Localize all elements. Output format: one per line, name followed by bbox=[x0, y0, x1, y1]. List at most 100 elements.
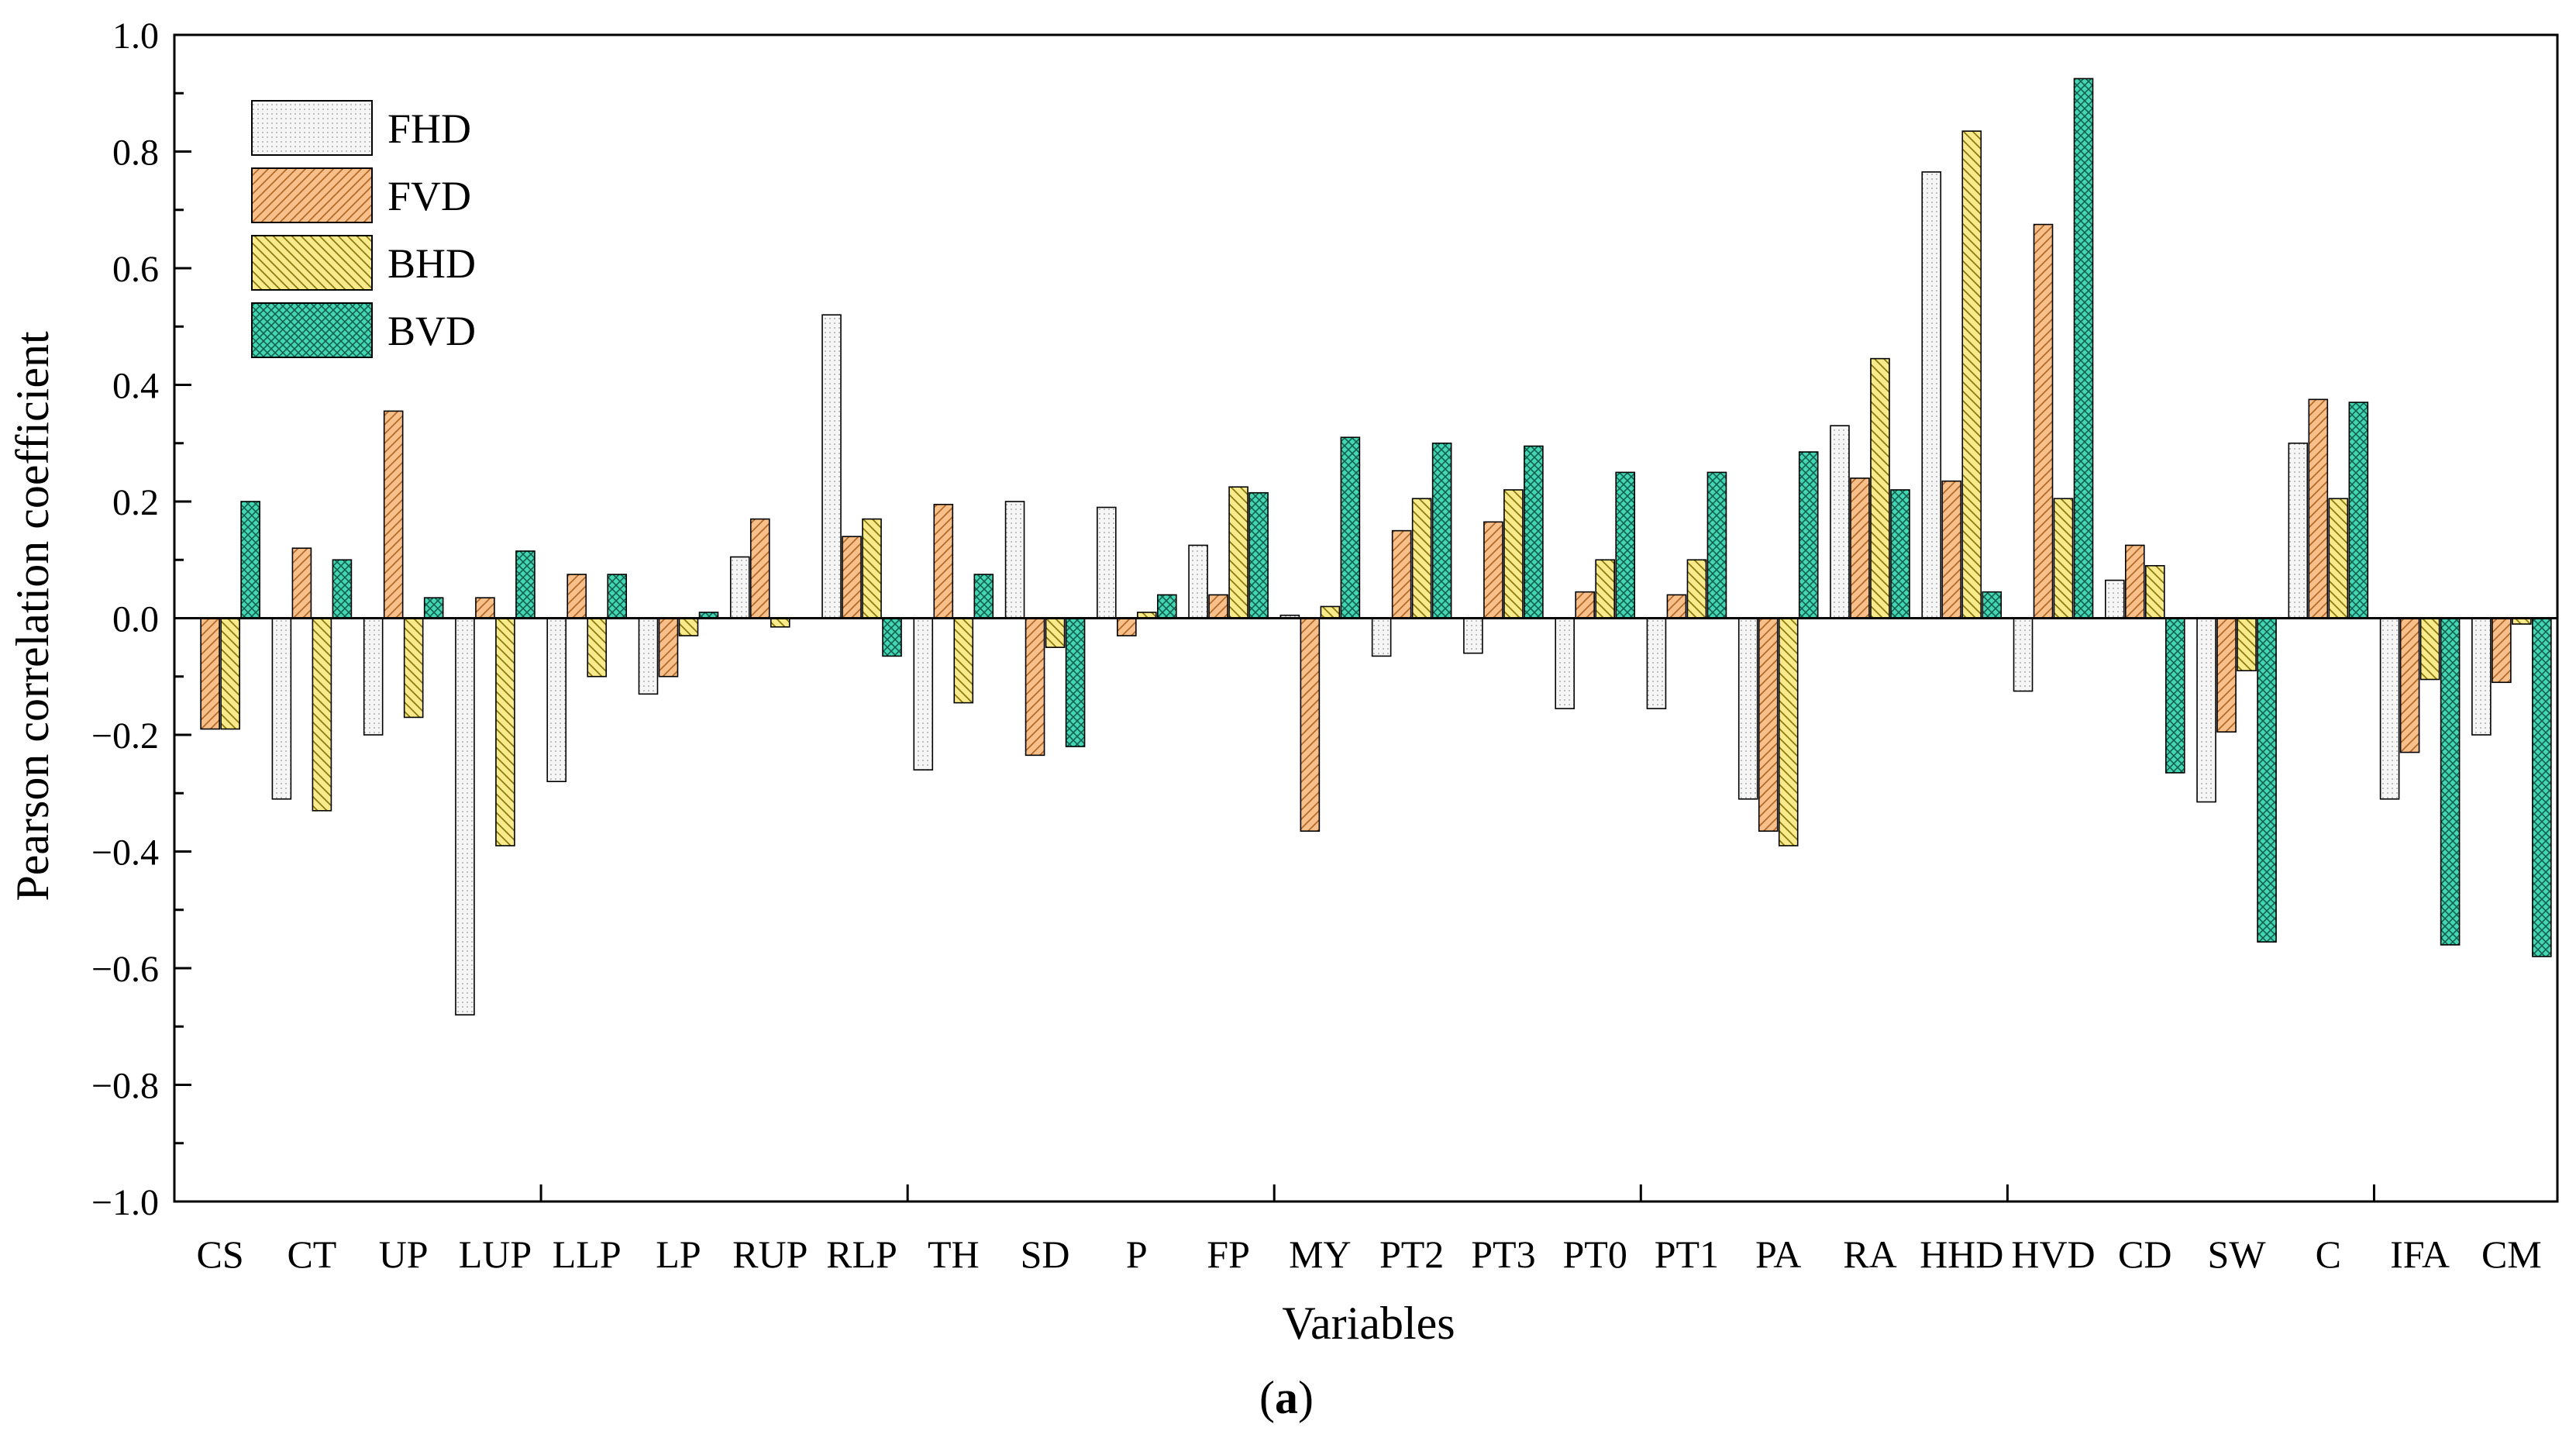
legend: FHD FVD BHD BVD bbox=[251, 100, 476, 358]
bar-bhd-c bbox=[2328, 498, 2349, 619]
bar-fhd-pt1 bbox=[1646, 617, 1667, 709]
x-tick-label: PT3 bbox=[1471, 1233, 1535, 1276]
bar-bhd-pt1 bbox=[1686, 559, 1707, 619]
bar-fvd-pt1 bbox=[1666, 594, 1687, 619]
x-tick-label: LUP bbox=[459, 1233, 532, 1276]
bar-fhd-rup bbox=[729, 556, 750, 619]
bar-fhd-lp bbox=[638, 617, 659, 695]
bar-bvd-cd bbox=[2164, 617, 2185, 774]
bar-fvd-sw bbox=[2216, 617, 2237, 733]
bar-fhd-pt3 bbox=[1463, 617, 1483, 654]
bar-bvd-pa bbox=[1798, 451, 1819, 619]
bar-fvd-pa bbox=[1758, 617, 1779, 832]
bar-fvd-lp bbox=[658, 617, 679, 677]
bar-bvd-my bbox=[1340, 436, 1361, 619]
bar-fhd-hhd bbox=[1921, 171, 1942, 619]
bar-bvd-hvd bbox=[2073, 78, 2094, 619]
x-tick-label: CM bbox=[2481, 1233, 2542, 1276]
bar-fhd-pt0 bbox=[1555, 617, 1575, 709]
bar-fvd-rlp bbox=[842, 536, 862, 619]
x-tick-label: RA bbox=[1843, 1233, 1896, 1276]
bar-fvd-fp bbox=[1208, 594, 1228, 619]
caption-letter: a bbox=[1275, 1372, 1298, 1423]
bar-bhd-pt0 bbox=[1595, 559, 1615, 619]
legend-label-bhd: BHD bbox=[387, 240, 476, 287]
bar-fhd-sw bbox=[2196, 617, 2216, 803]
x-tick-label: SW bbox=[2208, 1233, 2267, 1276]
bar-bhd-llp bbox=[587, 617, 608, 677]
bar-fhd-cd bbox=[2104, 579, 2125, 619]
bar-fhd-fp bbox=[1188, 544, 1208, 619]
bar-bvd-ct bbox=[332, 559, 353, 619]
y-tick-label: 1.0 bbox=[112, 16, 159, 57]
bar-fvd-c bbox=[2308, 398, 2329, 619]
x-tick-label: LP bbox=[656, 1233, 701, 1276]
bar-bvd-cm bbox=[2532, 617, 2552, 957]
bar-fvd-lup bbox=[475, 597, 495, 619]
bar-bvd-hhd bbox=[1982, 591, 2003, 619]
bar-fvd-rup bbox=[749, 518, 770, 619]
x-tick-label: PA bbox=[1755, 1233, 1801, 1276]
x-tick-label: PT2 bbox=[1379, 1233, 1444, 1276]
bar-bvd-up bbox=[423, 597, 444, 619]
x-tick-label: HHD bbox=[1920, 1233, 2003, 1276]
bar-bvd-sw bbox=[2257, 617, 2277, 943]
x-tick-label: CS bbox=[197, 1233, 244, 1276]
y-tick-label: 0.8 bbox=[112, 133, 159, 174]
bar-fvd-cd bbox=[2124, 544, 2145, 619]
bar-bvd-lup bbox=[515, 550, 536, 619]
bar-fvd-hvd bbox=[2033, 223, 2054, 619]
bar-fhd-p bbox=[1097, 506, 1117, 619]
y-tick-label: 0.6 bbox=[112, 249, 159, 290]
bar-fvd-th bbox=[933, 503, 954, 619]
bar-fvd-pt0 bbox=[1575, 591, 1595, 619]
bar-bvd-pt1 bbox=[1706, 471, 1727, 619]
bar-fhd-rlp bbox=[821, 314, 842, 619]
bar-fvd-pt3 bbox=[1483, 521, 1503, 619]
bar-fhd-th bbox=[913, 617, 934, 771]
legend-swatch-fhd bbox=[251, 100, 373, 156]
legend-label-fhd: FHD bbox=[387, 105, 471, 152]
x-tick-label: LLP bbox=[553, 1233, 622, 1276]
y-axis-label: Pearson correlation coefficient bbox=[7, 331, 58, 902]
bar-bhd-fp bbox=[1228, 486, 1248, 619]
bar-bvd-cs bbox=[240, 501, 260, 619]
bar-bvd-th bbox=[973, 574, 994, 619]
bar-bhd-hvd bbox=[2053, 498, 2074, 619]
y-axis: −1.0 −0.8 −0.6 −0.4 −0.2 0.0 0.2 0.4 0.6 0.8 1.0 bbox=[91, 16, 191, 1223]
bar-fhd-ra bbox=[1830, 425, 1850, 619]
bars-layer bbox=[200, 78, 2552, 1016]
bar-bhd-pt3 bbox=[1503, 489, 1524, 619]
bar-fvd-sd bbox=[1025, 617, 1045, 757]
bar-bhd-hhd bbox=[1961, 130, 1982, 619]
bar-bvd-pt0 bbox=[1615, 471, 1635, 619]
bar-bhd-th bbox=[953, 617, 974, 704]
bar-bhd-rlp bbox=[862, 518, 882, 619]
bar-fhd-ct bbox=[271, 617, 292, 800]
y-tick-label: −0.4 bbox=[91, 833, 159, 874]
bar-bhd-sd bbox=[1045, 617, 1066, 648]
bar-fvd-cm bbox=[2492, 617, 2512, 684]
x-tick-label: HVD bbox=[2011, 1233, 2095, 1276]
x-tick-label: CD bbox=[2118, 1233, 2171, 1276]
legend-label-fvd: FVD bbox=[387, 173, 471, 219]
bar-bvd-pt2 bbox=[1431, 442, 1452, 619]
x-tick-label: SD bbox=[1021, 1233, 1070, 1276]
legend-swatch-bvd bbox=[251, 302, 373, 358]
bar-bhd-ifa bbox=[2419, 617, 2440, 681]
bar-bhd-lp bbox=[678, 617, 699, 636]
legend-swatch-bhd bbox=[251, 235, 373, 291]
bar-bvd-ra bbox=[1890, 489, 1910, 619]
bar-bhd-cd bbox=[2144, 564, 2165, 619]
x-tick-label: RUP bbox=[732, 1233, 808, 1276]
x-axis: CS CT UP LUP LLP LP RUP RLP TH SD P FP MY PT2 PT3 PT0 PT… bbox=[197, 1184, 2542, 1276]
bar-bvd-ifa bbox=[2440, 617, 2461, 946]
legend-label-bvd: BVD bbox=[387, 308, 476, 354]
bar-bhd-up bbox=[403, 617, 424, 719]
y-tick-label: −1.0 bbox=[91, 1182, 159, 1223]
bar-fhd-pa bbox=[1737, 617, 1758, 800]
bar-fvd-llp bbox=[567, 574, 587, 619]
bar-fhd-hvd bbox=[2013, 617, 2034, 692]
x-tick-label: IFA bbox=[2390, 1233, 2450, 1276]
